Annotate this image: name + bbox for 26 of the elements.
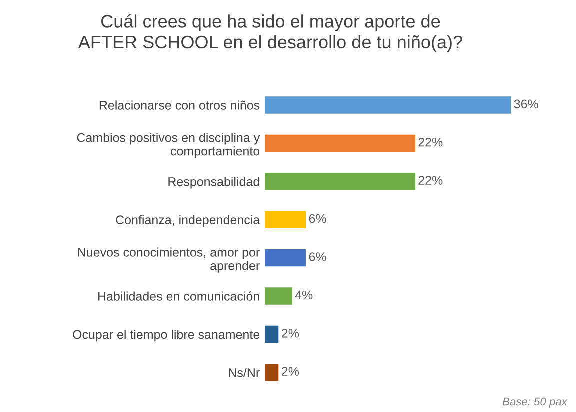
bar [264,211,306,228]
bar [264,96,512,114]
bar [264,173,416,190]
y-tick-label: Ns/Nr [229,368,260,378]
bar [264,364,279,382]
text: Base: 50 pax [502,398,568,408]
y-tick-label: Habilidades en comunicación [98,292,260,301]
data-label: 22% [418,138,443,147]
bar [264,326,279,344]
y-tick-label: Cambios positivos en disciplina y comportamiento [77,133,260,158]
data-label: 22% [418,176,443,185]
y-tick-label: Relacionarse con otros niños [100,100,260,110]
bar [264,249,306,267]
y-tick-label: Responsabilidad [168,177,260,189]
data-label: 4% [295,290,313,300]
y-tick-label: Confianza, independencia [116,215,260,227]
data-label: 6% [309,252,326,262]
bar [264,134,416,152]
bar [264,288,292,305]
data-label: 36% [514,100,538,109]
y-tick-label: Ocupar el tiempo libre sanamente [73,330,260,342]
y-tick-label: Nuevos conocimientos, amor por aprender [78,248,260,273]
chart-title: Cuál crees que ha sido el mayor aporte de AFTER SCHOOL en el desarrollo de tu niño(a)? [78,14,462,52]
data-label: 2% [282,328,300,338]
data-label: 2% [282,367,300,376]
data-label: 6% [309,214,326,224]
